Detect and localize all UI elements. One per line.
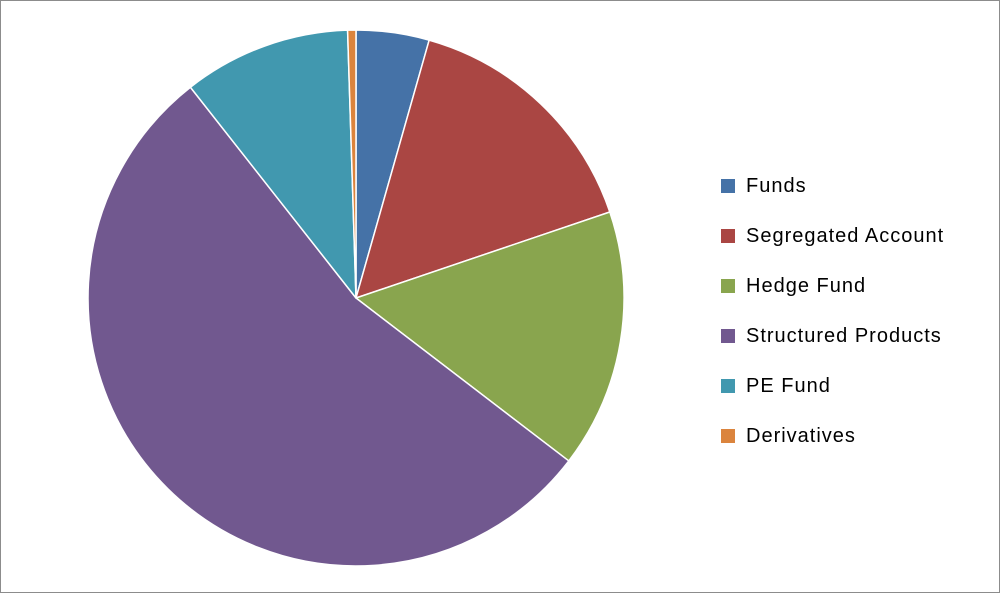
- pie-slice-derivatives: [346, 29, 357, 299]
- legend-swatch-hedge-fund: [721, 279, 735, 293]
- legend: Funds Segregated Account Hedge Fund Stru…: [721, 161, 991, 461]
- pie-chart: [87, 29, 625, 567]
- legend-label-structured-products: Structured Products: [746, 324, 942, 347]
- pie-slice-hedge-fund: [355, 211, 625, 462]
- legend-item-structured-products: Structured Products: [721, 311, 991, 361]
- pie-slice-structured-products: [87, 86, 570, 567]
- legend-swatch-derivatives: [721, 429, 735, 443]
- pie-slice-segregated-account: [355, 39, 611, 299]
- legend-item-derivatives: Derivatives: [721, 411, 991, 461]
- legend-swatch-pe-fund: [721, 379, 735, 393]
- legend-swatch-segregated-account: [721, 229, 735, 243]
- legend-item-hedge-fund: Hedge Fund: [721, 261, 991, 311]
- legend-item-segregated-account: Segregated Account: [721, 211, 991, 261]
- legend-label-segregated-account: Segregated Account: [746, 224, 945, 247]
- legend-swatch-funds: [721, 179, 735, 193]
- legend-swatch-structured-products: [721, 329, 735, 343]
- legend-item-pe-fund: PE Fund: [721, 361, 991, 411]
- legend-label-funds: Funds: [746, 174, 807, 197]
- legend-item-funds: Funds: [721, 161, 991, 211]
- legend-label-hedge-fund: Hedge Fund: [746, 274, 867, 297]
- legend-label-pe-fund: PE Fund: [746, 374, 831, 397]
- legend-label-derivatives: Derivatives: [746, 424, 856, 447]
- pie-slice-pe-fund: [189, 29, 357, 299]
